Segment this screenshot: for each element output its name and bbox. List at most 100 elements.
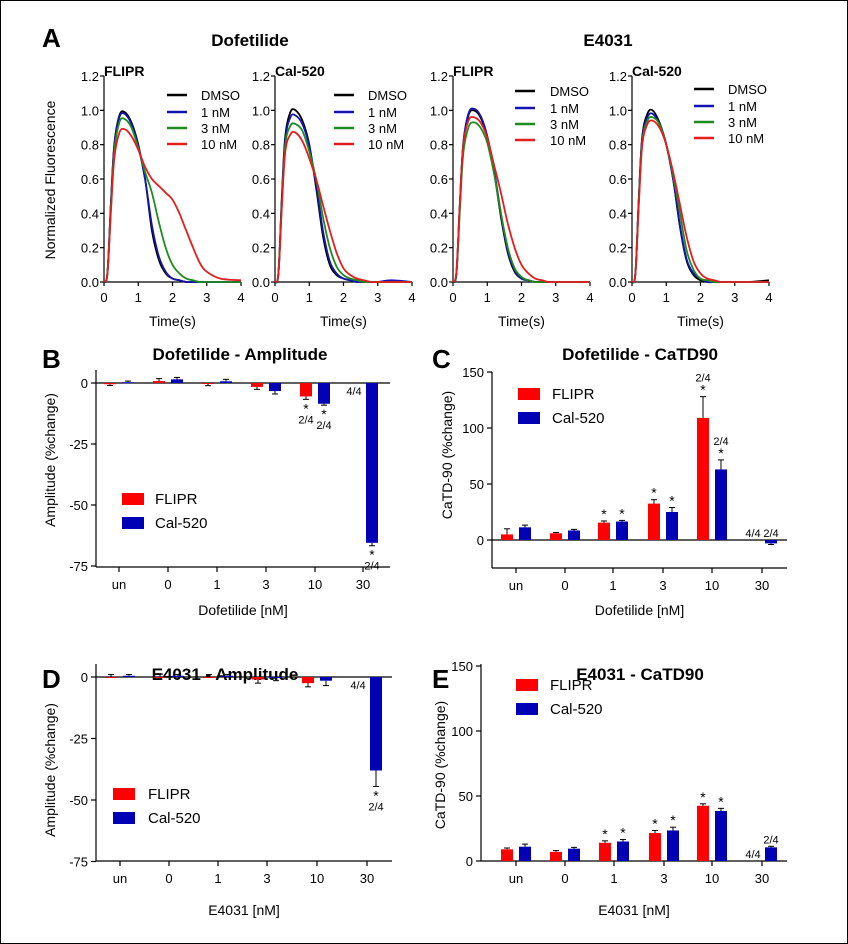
bar-cal-520 bbox=[171, 379, 183, 383]
chart-title: FLIPR bbox=[104, 63, 144, 79]
y-tick-label: -75 bbox=[69, 855, 88, 870]
bar-flipr bbox=[599, 842, 611, 861]
n-ratio-label: 2/4 bbox=[364, 561, 379, 573]
y-tick-label: 1.0 bbox=[430, 103, 448, 118]
x-axis-label: Dofetilide [nM] bbox=[198, 602, 287, 618]
bar-cal-520 bbox=[715, 810, 727, 861]
bar-flipr bbox=[203, 677, 215, 678]
y-tick-label: 0.8 bbox=[252, 138, 270, 153]
significance-star: * bbox=[651, 485, 657, 501]
bar-flipr bbox=[154, 677, 166, 678]
legend-label: DMSO bbox=[728, 82, 767, 97]
trace-line-3 bbox=[452, 116, 590, 284]
y-tick-label: 50 bbox=[470, 477, 484, 492]
significance-star: * bbox=[700, 382, 706, 398]
bar-flipr bbox=[104, 383, 116, 385]
bar-flipr bbox=[501, 849, 513, 861]
bar-flipr bbox=[105, 677, 117, 678]
chart-title: Dofetilide - CaTD90 bbox=[562, 345, 718, 364]
bar-flipr bbox=[252, 677, 264, 680]
y-tick-label: 0.6 bbox=[609, 172, 627, 187]
n-ratio-label: 2/4 bbox=[368, 801, 383, 813]
trace-chart: FLIPR 0.0 0.2 0.4 0.6 0.8 1.0 1.2 0 1 2 3 4 Time(s) DM… bbox=[430, 63, 594, 329]
x-tick-label: 10 bbox=[705, 871, 719, 886]
legend-label: DMSO bbox=[368, 88, 407, 103]
legend-swatch bbox=[113, 788, 135, 800]
legend-label: Cal-520 bbox=[148, 810, 201, 827]
n-ratio-label: 2/4 bbox=[763, 528, 778, 540]
x-tick-label: 30 bbox=[755, 871, 769, 886]
n-ratio-label: 2/4 bbox=[763, 834, 778, 846]
bar-flipr bbox=[202, 383, 214, 384]
n-ratio-label: 2/4 bbox=[695, 373, 710, 385]
y-tick-label: 1.2 bbox=[252, 69, 270, 84]
y-tick-label: 100 bbox=[451, 724, 473, 739]
trace-line-3 bbox=[274, 130, 412, 284]
y-axis-label: CaTD-90 (%change) bbox=[439, 391, 455, 519]
x-tick-label: 3 bbox=[262, 577, 269, 592]
legend-label: FLIPR bbox=[550, 677, 593, 694]
x-tick-label: 0 bbox=[628, 290, 635, 305]
bar-flipr bbox=[153, 381, 165, 383]
x-tick-label: 4 bbox=[765, 290, 772, 305]
bar-cal-520 bbox=[318, 383, 330, 404]
x-tick-label: 10 bbox=[308, 577, 322, 592]
trace-chart: Cal-520 0.0 0.2 0.4 0.6 0.8 1.0 1.2 0 1 2 3 4 Time(s)… bbox=[252, 63, 416, 329]
x-tick-label: 3 bbox=[731, 290, 738, 305]
trace-chart: Cal-520 0.0 0.2 0.4 0.6 0.8 1.0 1.2 0 1 2 3 4 Time(s)… bbox=[609, 63, 773, 329]
bar-chart: E4031 - CaTD90 0 50 100 150 un 0 1 3 10 30 E4031 [n… bbox=[432, 659, 787, 918]
legend-label: 1 nM bbox=[728, 99, 757, 114]
x-axis-label: E4031 [nM] bbox=[598, 902, 670, 918]
trace-line-3 bbox=[631, 119, 769, 284]
y-tick-label: -25 bbox=[69, 437, 88, 452]
legend-swatch bbox=[122, 493, 144, 505]
y-tick-label: 0.4 bbox=[609, 206, 627, 221]
legend-label: 1 nM bbox=[201, 105, 230, 120]
bar-flipr bbox=[501, 534, 513, 540]
significance-star: * bbox=[602, 826, 608, 842]
bar-chart: Dofetilide - CaTD90 0 50 100 150 un 0 1 3 10 30 Dof… bbox=[439, 345, 787, 618]
legend-label: DMSO bbox=[550, 84, 589, 99]
bar-cal-520 bbox=[366, 383, 378, 543]
bar-cal-520 bbox=[221, 675, 233, 677]
n-ratio-label: 4/4 bbox=[745, 849, 760, 861]
group-title: Dofetilide bbox=[211, 31, 288, 50]
panel-letter: E bbox=[432, 664, 449, 694]
x-tick-label: 3 bbox=[660, 871, 667, 886]
bar-flipr bbox=[649, 833, 661, 861]
legend-swatch bbox=[518, 388, 540, 400]
x-tick-label: 3 bbox=[659, 578, 666, 593]
x-tick-label: 2 bbox=[518, 290, 525, 305]
x-tick-label: 4 bbox=[408, 290, 415, 305]
x-tick-label: 30 bbox=[360, 871, 374, 886]
bar-cal-520 bbox=[666, 512, 678, 540]
bar-flipr bbox=[550, 533, 562, 540]
legend-label: 10 nM bbox=[368, 137, 404, 152]
legend-swatch bbox=[113, 812, 135, 824]
x-tick-label: 0 bbox=[165, 871, 172, 886]
y-tick-label: 0.0 bbox=[81, 275, 99, 290]
x-tick-label: 4 bbox=[586, 290, 593, 305]
y-tick-label: 0.4 bbox=[252, 206, 270, 221]
x-tick-label: 30 bbox=[356, 577, 370, 592]
bar-cal-520 bbox=[568, 848, 580, 861]
significance-star: * bbox=[619, 505, 625, 521]
x-axis-label: Time(s) bbox=[677, 313, 724, 329]
y-tick-label: 1.2 bbox=[609, 69, 627, 84]
legend-label: 10 nM bbox=[550, 133, 586, 148]
y-tick-label: 1.0 bbox=[252, 103, 270, 118]
bar-cal-520 bbox=[519, 527, 531, 540]
x-axis-label: E4031 [nM] bbox=[208, 902, 280, 918]
significance-star: * bbox=[669, 493, 675, 509]
y-tick-label: 0.8 bbox=[81, 138, 99, 153]
y-tick-label: -50 bbox=[69, 793, 88, 808]
legend-swatch bbox=[122, 517, 144, 529]
y-tick-label: -25 bbox=[69, 732, 88, 747]
bar-cal-520 bbox=[617, 841, 629, 861]
x-tick-label: 4 bbox=[237, 290, 244, 305]
chart-title: FLIPR bbox=[453, 63, 493, 79]
bar-flipr bbox=[648, 503, 660, 540]
legend-swatch bbox=[518, 412, 540, 424]
significance-star: * bbox=[369, 547, 375, 563]
